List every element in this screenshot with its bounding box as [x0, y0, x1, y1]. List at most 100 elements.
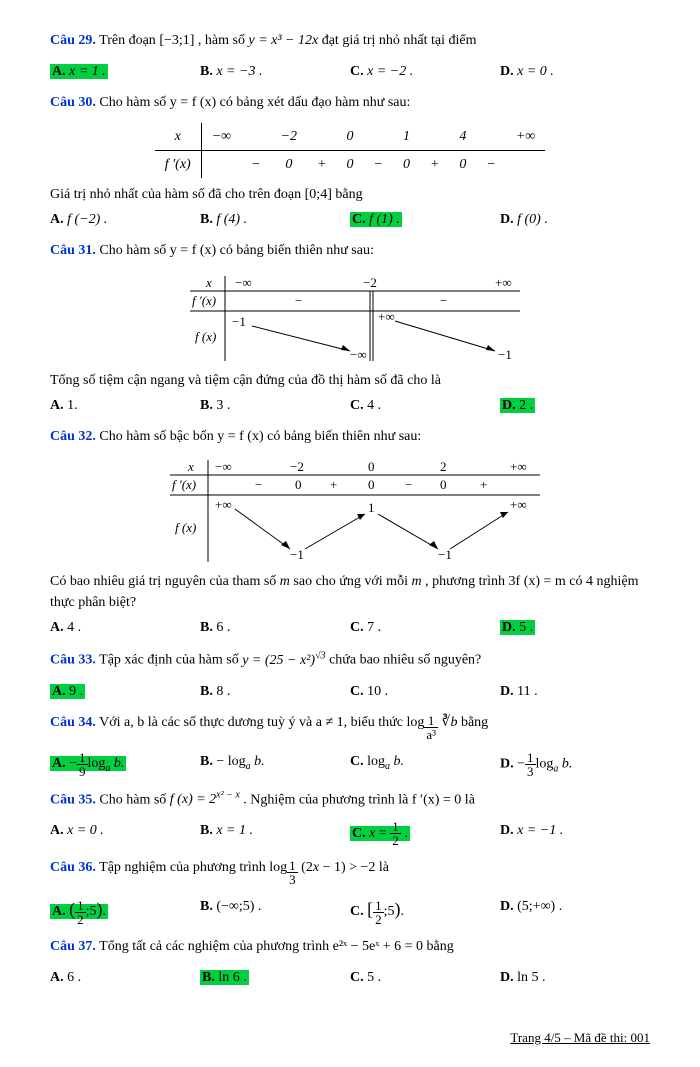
- q30-options: A. f (−2) . B. f (4) . C. f (1) . D. f (…: [50, 209, 650, 230]
- svg-text:x: x: [187, 459, 194, 474]
- q32-B: B. 6 .: [200, 617, 350, 638]
- question-30: Câu 30. Cho hàm số y = f (x) có bảng xét…: [50, 92, 650, 113]
- q30-num: Câu 30.: [50, 95, 96, 110]
- q29-A: A. x = 1 .: [50, 64, 108, 79]
- q32-A: A. 4 .: [50, 617, 200, 638]
- question-36: Câu 36. Tập nghiệm của phương trình log1…: [50, 857, 650, 886]
- q31-D: D. 2 .: [500, 398, 535, 413]
- q36-num: Câu 36.: [50, 860, 96, 875]
- svg-text:−2: −2: [363, 275, 377, 290]
- q31-A: A. 1.: [50, 395, 200, 416]
- q29-t3: đạt giá trị nhỏ nhất tại điểm: [322, 33, 477, 48]
- q32-options: A. 4 . B. 6 . C. 7 . D. 5 .: [50, 617, 650, 638]
- q34-num: Câu 34.: [50, 715, 96, 730]
- svg-text:f (x): f (x): [195, 329, 216, 344]
- q33-D: D. 11 .: [500, 681, 650, 702]
- question-35: Câu 35. Cho hàm số f (x) = 2x² − x . Ngh…: [50, 788, 650, 811]
- q35-C: C. x = 12 .: [350, 826, 410, 841]
- q35-B: B. x = 1 .: [200, 820, 350, 847]
- q29-B: B. x = −3 .: [200, 61, 350, 82]
- q30-A: A. f (−2) .: [50, 209, 200, 230]
- q35-func: f (x) = 2x² − x: [170, 792, 240, 807]
- q36-D: D. (5;+∞) .: [500, 896, 650, 925]
- svg-text:x: x: [205, 275, 212, 290]
- question-37: Câu 37. Tổng tất cả các nghiệm của phươn…: [50, 936, 650, 957]
- q30-sub: Giá trị nhỏ nhất của hàm số đã cho trên …: [50, 184, 650, 205]
- q30-C: C. f (1) .: [350, 212, 402, 227]
- svg-text:+: +: [330, 477, 337, 492]
- svg-text:−∞: −∞: [215, 459, 232, 474]
- svg-text:−: −: [440, 293, 447, 308]
- svg-text:0: 0: [440, 477, 447, 492]
- q36-A: A. (12;5).: [50, 904, 108, 919]
- question-32: Câu 32. Cho hàm số bậc bốn y = f (x) có …: [50, 426, 650, 447]
- q33-A: A. 9 .: [50, 684, 85, 699]
- q33-num: Câu 33.: [50, 653, 96, 668]
- q30-B: B. f (4) .: [200, 209, 350, 230]
- q32-D: D. 5 .: [500, 620, 535, 635]
- q36-options: A. (12;5). B. (−∞;5) . C. [12;5). D. (5;…: [50, 896, 650, 925]
- question-31: Câu 31. Cho hàm số y = f (x) có bảng biế…: [50, 240, 650, 261]
- q34-A: A. −19loga b.: [50, 756, 126, 771]
- q35-num: Câu 35.: [50, 792, 96, 807]
- svg-text:0: 0: [368, 459, 375, 474]
- q29-t1: Trên đoạn: [99, 33, 159, 48]
- svg-text:2: 2: [440, 459, 447, 474]
- q36-t1: Tập nghiệm của phương trình: [99, 860, 269, 875]
- q31-num: Câu 31.: [50, 243, 96, 258]
- q36-B: B. (−∞;5) .: [200, 896, 350, 925]
- q32-text: Cho hàm số bậc bốn y = f (x) có bảng biế…: [99, 429, 421, 444]
- svg-text:f (x): f (x): [175, 520, 196, 535]
- q31-text: Cho hàm số y = f (x) có bảng biến thiên …: [99, 243, 373, 258]
- q37-D: D. ln 5 .: [500, 967, 650, 988]
- svg-text:+∞: +∞: [495, 275, 512, 290]
- q34-B: B. − loga b.: [200, 751, 350, 778]
- q31-options: A. 1. B. 3 . C. 4 . D. 2 .: [50, 395, 650, 416]
- svg-text:−∞: −∞: [350, 347, 367, 362]
- svg-text:−1: −1: [438, 547, 452, 562]
- q35-D: D. x = −1 .: [500, 820, 650, 847]
- q35-options: A. x = 0 . B. x = 1 . C. x = 12 . D. x =…: [50, 820, 650, 847]
- svg-text:−: −: [405, 477, 412, 492]
- q32-num: Câu 32.: [50, 429, 96, 444]
- svg-text:0: 0: [368, 477, 375, 492]
- q35-t2: . Nghiệm của phương trình là f ′(x) = 0 …: [243, 792, 475, 807]
- q29-func: y = x³ − 12x: [248, 33, 318, 48]
- q30-D: D. f (0) .: [500, 209, 650, 230]
- q34-expr: log1a³ ∛b: [406, 715, 457, 730]
- q37-num: Câu 37.: [50, 939, 96, 954]
- q33-t2: chứa bao nhiêu số nguyên?: [329, 653, 481, 668]
- svg-text:−1: −1: [498, 347, 512, 362]
- svg-text:+∞: +∞: [510, 459, 527, 474]
- q32-C: C. 7 .: [350, 617, 500, 638]
- q32-table-svg: x −∞ −2 0 2 +∞ f ′(x) − 0 + 0 − 0 + f (x…: [150, 457, 550, 567]
- q33-C: C. 10 .: [350, 681, 500, 702]
- q31-sub: Tổng số tiệm cận ngang và tiệm cận đứng …: [50, 370, 650, 391]
- q35-A: A. x = 0 .: [50, 820, 200, 847]
- q29-num: Câu 29.: [50, 33, 96, 48]
- svg-text:f ′(x): f ′(x): [192, 293, 216, 308]
- q36-C: C. [12;5).: [350, 896, 500, 925]
- svg-text:1: 1: [368, 500, 375, 515]
- q33-B: B. 8 .: [200, 681, 350, 702]
- q29-int: [−3;1]: [159, 33, 194, 48]
- q29-t2: , hàm số: [198, 33, 249, 48]
- q29-options: A. x = 1 . B. x = −3 . C. x = −2 . D. x …: [50, 61, 650, 82]
- q31-C: C. 4 .: [350, 395, 500, 416]
- page-footer: Trang 4/5 – Mã đề thi: 001: [50, 1028, 650, 1048]
- q33-t1: Tập xác định của hàm số: [99, 653, 242, 668]
- question-29: Câu 29. Trên đoạn [−3;1] , hàm số y = x³…: [50, 30, 650, 51]
- svg-text:+: +: [480, 477, 487, 492]
- q37-A: A. 6 .: [50, 967, 200, 988]
- svg-text:+∞: +∞: [215, 497, 232, 512]
- svg-text:+∞: +∞: [378, 309, 395, 324]
- svg-text:−2: −2: [290, 459, 304, 474]
- q30-table: x −∞−2014+∞ f ′(x) −0+0−0+0−: [155, 123, 546, 178]
- svg-text:f ′(x): f ′(x): [172, 477, 196, 492]
- q34-t2: bằng: [461, 715, 488, 730]
- q34-t1: Với a, b là các số thực dương tuỳ ý và a…: [99, 715, 406, 730]
- svg-text:−: −: [255, 477, 262, 492]
- q29-D: D. x = 0 .: [500, 61, 650, 82]
- q37-text: Tổng tất cả các nghiệm của phương trình …: [99, 939, 454, 954]
- svg-text:−1: −1: [290, 547, 304, 562]
